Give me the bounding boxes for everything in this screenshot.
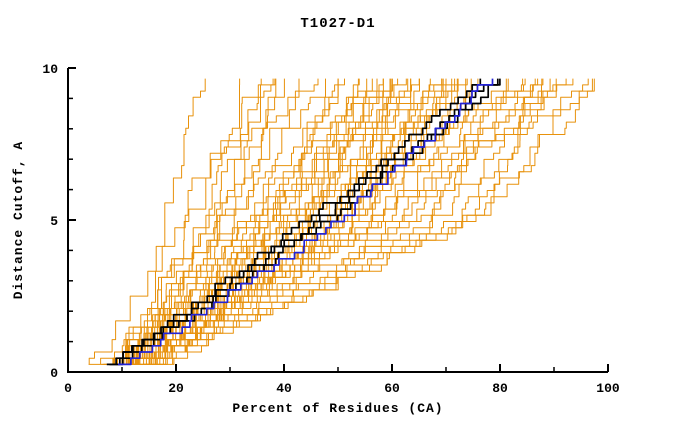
predictions-curve <box>134 78 206 365</box>
x-axis-label: Percent of Residues (CA) <box>232 401 443 416</box>
y-axis-label: Distance Cutoff, A <box>11 141 26 299</box>
highlighted-model-group <box>118 78 494 366</box>
chart-title: T1027-D1 <box>300 16 375 32</box>
x-tick-label: 60 <box>384 381 400 396</box>
predictions-curve <box>107 78 285 365</box>
x-tick-label: 40 <box>276 381 292 396</box>
predictions-curve <box>126 78 300 365</box>
predictions-group <box>88 78 595 365</box>
y-tick-label: 0 <box>50 366 58 381</box>
x-tick-label: 20 <box>168 381 184 396</box>
reference-models-group <box>106 78 501 366</box>
x-tick-label: 100 <box>596 381 620 396</box>
x-tick-label: 80 <box>492 381 508 396</box>
predictions-curve <box>121 78 368 365</box>
y-tick-label: 5 <box>50 214 58 229</box>
x-tick-label: 0 <box>64 381 72 396</box>
predictions-curve <box>125 78 241 365</box>
predictions-curve <box>109 78 326 365</box>
axes-layer: 0 20 40 60 80 100 0 5 10 <box>42 62 620 396</box>
predictions-curve <box>101 78 574 365</box>
predictions-curve <box>116 78 339 365</box>
predictions-curve <box>128 78 589 365</box>
y-tick-label: 10 <box>42 62 58 77</box>
curves-layer <box>88 78 595 366</box>
predictions-curve <box>88 78 274 365</box>
predictions-curve <box>172 78 456 365</box>
predictions-curve <box>134 78 595 365</box>
predictions-curve <box>126 78 431 365</box>
predictions-curve <box>146 78 384 365</box>
highlighted-model-curve <box>118 78 494 366</box>
